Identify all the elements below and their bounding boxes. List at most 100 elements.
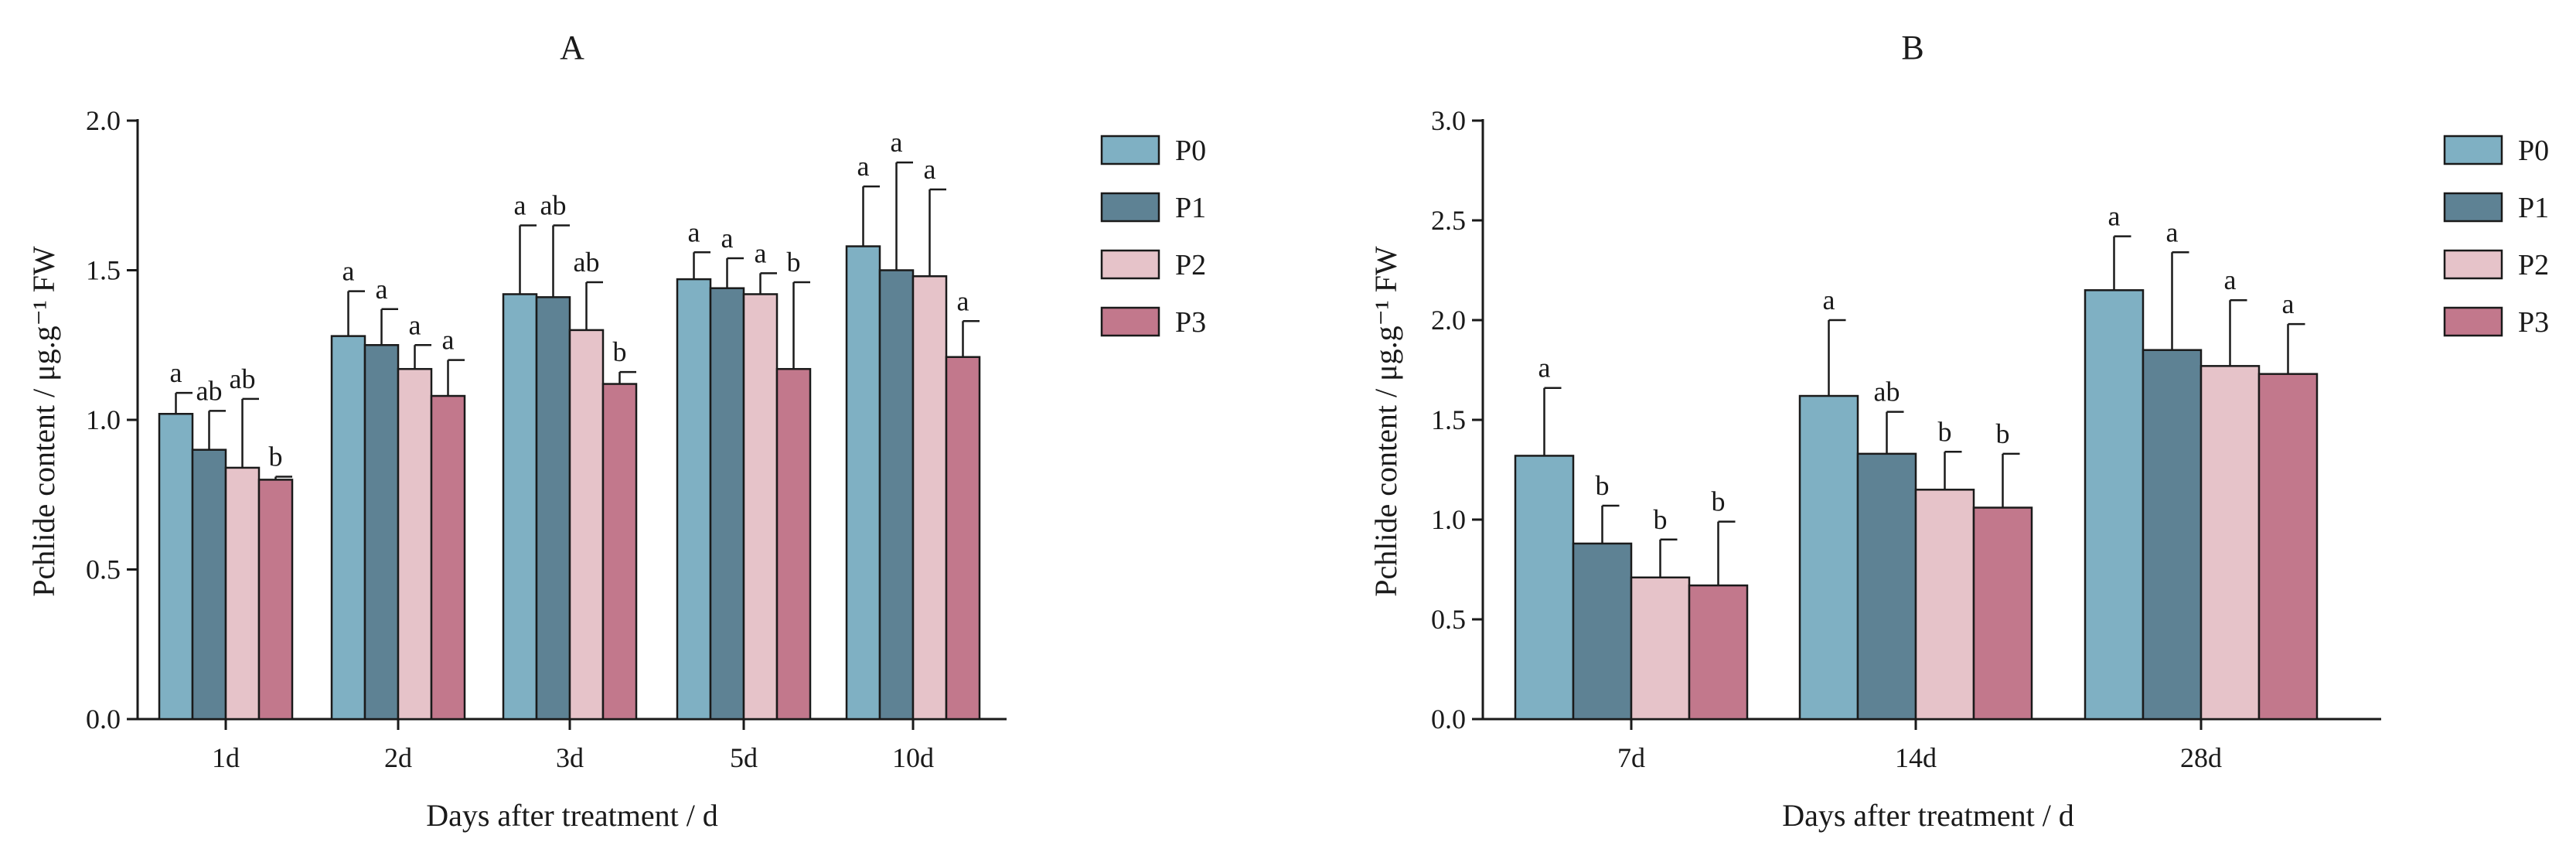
- panel-a-significance-label: b: [787, 247, 801, 278]
- panel-b-significance-label: b: [1654, 504, 1668, 535]
- panel-b-y-tick-label: 0.5: [1431, 604, 1466, 635]
- panel-a-x-tick-label: 3d: [556, 742, 584, 773]
- panel-b-legend-label-p3: P3: [2518, 306, 2549, 339]
- panel-b-bar-p1: [2142, 349, 2203, 721]
- panel-a-y-tick-label: 0.0: [86, 704, 121, 735]
- panel-b-significance-label: a: [1823, 285, 1835, 315]
- panel-a-bar-p0: [845, 245, 881, 721]
- panel-b-legend-label-p2: P2: [2518, 249, 2549, 281]
- panel-b-x-tick-label: 14d: [1895, 742, 1937, 773]
- panel-b-title: B: [1901, 29, 1923, 66]
- panel-a-bar-p3: [257, 479, 294, 721]
- panel-b-x-tick-label: 7d: [1617, 742, 1645, 773]
- panel-b-bar-p3: [1972, 506, 2033, 721]
- panel-a-bar-p0: [676, 278, 712, 721]
- panel-a: A Pchlide content / μg.g⁻¹ FW Days after…: [26, 29, 1206, 833]
- panel-b-bar-p2: [1914, 489, 1975, 721]
- panel-a-significance-label: a: [924, 154, 936, 185]
- panel-b-legend-swatch-p1: [2443, 192, 2503, 223]
- panel-a-significance-label: a: [688, 216, 700, 247]
- panel-a-legend: P0 P1 P2 P3: [1100, 135, 1206, 339]
- panel-a-x-tick-label: 1d: [212, 742, 240, 773]
- panel-a-legend-swatch-p0: [1100, 135, 1160, 165]
- panel-a-bar-p1: [191, 448, 227, 721]
- panel-a-significance-label: a: [891, 127, 903, 158]
- panel-a-bar-p0: [502, 293, 538, 721]
- panel-a-significance-label: a: [342, 256, 355, 287]
- panel-a-bar-p0: [330, 335, 366, 721]
- panel-a-significance-label: a: [514, 189, 526, 220]
- panel-a-significance-label: a: [957, 285, 969, 316]
- panel-a-significance-label: ab: [540, 189, 567, 220]
- panel-b-significance-label: a: [2282, 288, 2295, 319]
- panel-a-significance-label: ab: [196, 375, 223, 406]
- panel-b-y-axis-title: Pchlide content / μg.g⁻¹ FW: [1368, 246, 1403, 597]
- panel-b-legend-swatch-p0: [2443, 135, 2503, 165]
- panel-a-y-tick-label: 0.5: [86, 554, 121, 585]
- panel-a-significance-label: ab: [574, 247, 600, 278]
- panel-a-bar-p2: [568, 329, 605, 721]
- panel-a-legend-swatch-p3: [1100, 306, 1160, 337]
- panel-a-legend-label-p1: P1: [1175, 192, 1206, 224]
- panel-a-bar-p0: [158, 413, 194, 721]
- panel-a-legend-swatch-p2: [1100, 249, 1160, 280]
- panel-a-significance-label: a: [442, 325, 455, 356]
- panel-a-significance-label: a: [170, 357, 182, 388]
- panel-b-significance-label: b: [1596, 470, 1610, 501]
- panel-a-significance-label: a: [409, 309, 421, 340]
- panel-a-significance-label: b: [613, 336, 627, 367]
- panel-a-significance-label: b: [269, 442, 283, 472]
- panel-a-bar-p3: [430, 394, 466, 721]
- panel-a-y-axis-title: Pchlide content / μg.g⁻¹ FW: [26, 246, 61, 597]
- panel-b-legend-swatch-p2: [2443, 249, 2503, 280]
- panel-b-bar-p0: [1514, 455, 1575, 721]
- panel-a-x-axis-title: Days after treatment / d: [426, 798, 718, 833]
- panel-a-legend-label-p2: P2: [1175, 249, 1206, 281]
- panel-a-bar-p2: [911, 274, 948, 721]
- panel-b-legend: P0 P1 P2 P3: [2443, 135, 2549, 339]
- panel-b-y-tick-label: 1.0: [1431, 504, 1466, 535]
- panel-b-significance-label: b: [1996, 418, 2010, 449]
- panel-a-x-tick-label: 2d: [384, 742, 412, 773]
- panel-b-significance-label: a: [2166, 216, 2179, 247]
- panel-b-bar-p0: [1798, 394, 1859, 721]
- panel-b-x-tick-label: 28d: [2180, 742, 2222, 773]
- panel-a-legend-label-p0: P0: [1175, 135, 1206, 167]
- panel-a-bar-p2: [742, 293, 779, 721]
- panel-b-bar-p2: [1630, 576, 1691, 721]
- panel-a-bar-p1: [535, 296, 571, 721]
- panel-b-y-tick-label: 1.5: [1431, 404, 1466, 435]
- panel-a-significance-label: a: [376, 274, 388, 305]
- panel-b-significance-label: a: [1538, 353, 1551, 384]
- panel-a-x-tick-label: 5d: [730, 742, 758, 773]
- panel-a-bar-p2: [224, 466, 261, 721]
- panel-b-significance-label: b: [1712, 486, 1726, 517]
- panel-b-bar-p3: [2257, 373, 2319, 721]
- panel-b-legend-label-p1: P1: [2518, 192, 2549, 224]
- panel-a-bar-p3: [945, 356, 981, 721]
- panel-a-bar-p3: [775, 367, 812, 721]
- panel-b: B Pchlide content / μg.g⁻¹ FW Days after…: [1368, 29, 2549, 833]
- panel-a-bar-p1: [709, 287, 745, 721]
- panel-b-bar-p1: [1572, 542, 1633, 721]
- panel-b-legend-swatch-p3: [2443, 306, 2503, 337]
- panel-a-significance-label: a: [857, 151, 870, 182]
- panel-a-y-axis-title-text: Pchlide content / μg.g⁻¹ FW: [26, 246, 61, 597]
- panel-a-bar-p1: [878, 269, 915, 721]
- panel-b-bar-p3: [1688, 584, 1749, 721]
- panel-b-legend-label-p0: P0: [2518, 135, 2549, 167]
- panel-a-bar-p3: [601, 383, 638, 721]
- panel-a-bar-p2: [397, 367, 433, 721]
- panel-b-significance-label: a: [2224, 264, 2237, 295]
- panel-b-y-tick-label: 0.0: [1431, 704, 1466, 735]
- panel-a-legend-label-p3: P3: [1175, 306, 1206, 339]
- panel-a-bar-p1: [363, 344, 400, 721]
- panel-a-y-tick-label: 1.5: [86, 255, 121, 286]
- panel-a-y-tick-label: 2.0: [86, 105, 121, 136]
- panel-b-x-axis-title: Days after treatment / d: [1782, 798, 2074, 833]
- panel-a-y-tick-label: 1.0: [86, 404, 121, 435]
